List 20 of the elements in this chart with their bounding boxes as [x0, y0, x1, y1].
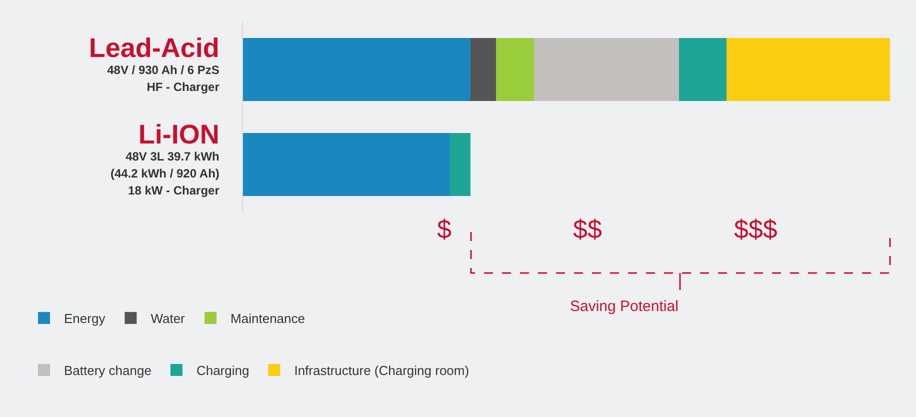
legend-label: Energy: [64, 311, 106, 326]
y-tick-label: Li-ION 48V 3L 39.7 kWh (44.2 kWh / 920 Ah) 18 kW - Charger: [110, 120, 220, 198]
text: $$: [573, 214, 602, 244]
bar: [243, 38, 471, 101]
legend-label: Water: [150, 311, 186, 326]
bar: [726, 38, 890, 101]
bar: [679, 38, 726, 101]
bar: [470, 38, 496, 101]
text: $: [437, 214, 452, 244]
text: Saving Potential: [570, 298, 678, 315]
legend-label: Maintenance: [230, 311, 305, 326]
legend-label: Battery change: [64, 363, 152, 378]
bar: [243, 133, 450, 196]
bar: [450, 133, 471, 196]
legend-label: Charging: [196, 363, 250, 378]
bar: [534, 38, 680, 101]
bar: [496, 38, 534, 101]
text: $$$: [734, 214, 778, 244]
y-tick-label: Lead-Acid 48V / 930 Ah / 6 PzS HF - Charger: [88, 33, 220, 94]
legend-label: Infrastructure (Charging room): [294, 363, 470, 378]
